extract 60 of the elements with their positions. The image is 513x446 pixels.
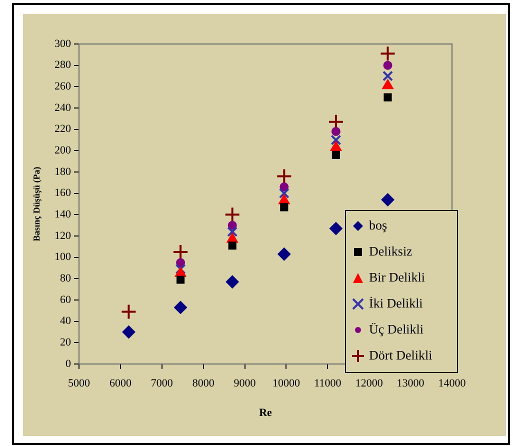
y-tick-label: 280 [54,59,72,72]
x-tick-label: 9000 [234,377,256,390]
y-tick-label: 300 [54,38,72,50]
y-tick-label: 240 [54,102,72,114]
point [120,304,137,320]
legend-label: boş [369,217,388,232]
point [175,264,186,274]
x-tick-label: 12000 [355,377,384,390]
point [226,275,239,288]
legend-label: Deliksiz [369,243,413,258]
x-axis-title: Re [259,407,272,420]
y-tick-label: 60 [60,294,72,306]
point [329,222,342,236]
point [174,300,188,314]
point [382,79,394,90]
y-tick-label: 180 [54,166,72,178]
point [331,126,340,136]
point [280,203,288,212]
legend-label: Bir Delikli [369,269,426,284]
y-tick-label: 140 [54,208,72,221]
point [176,276,185,284]
y-tick-label: 40 [60,315,72,328]
point [380,46,396,62]
point [172,244,189,260]
y-tick-label: 0 [66,358,72,370]
x-tick-label: 6000 [109,377,132,390]
point [383,60,392,70]
point [122,326,136,338]
x-tick-label: 14000 [438,377,466,390]
x-tick-label: 13000 [396,377,425,390]
y-tick-label: 100 [54,251,72,264]
x-tick-label: 10000 [272,377,300,390]
point [228,242,236,250]
x-tick-label: 5000 [68,377,90,390]
legend-label: Dört Delikli [369,347,433,362]
point [280,182,289,192]
point [384,93,392,102]
y-axis-title: Basınç Düşüşü (Pa) [32,166,42,242]
point [382,70,394,82]
point [330,134,342,146]
point [224,206,240,223]
point [278,248,291,261]
y-tick-label: 160 [54,187,72,200]
point [278,188,290,199]
y-tick-label: 200 [54,144,72,157]
y-tick-label: 220 [54,123,72,136]
point [332,150,340,159]
point [227,226,238,237]
legend-label: Üç Delikli [369,321,424,336]
y-tick-label: 20 [60,336,72,349]
y-tick-label: 120 [54,230,72,242]
x-tick-label: 8000 [192,377,215,390]
y-tick-label: 80 [60,272,72,285]
x-tick-label: 11000 [314,377,342,390]
point [276,168,292,184]
y-tick-label: 260 [54,80,72,93]
legend-label: İki Delikli [369,295,424,310]
x-tick-label: 7000 [150,377,174,390]
point [176,258,186,268]
point [381,193,394,206]
